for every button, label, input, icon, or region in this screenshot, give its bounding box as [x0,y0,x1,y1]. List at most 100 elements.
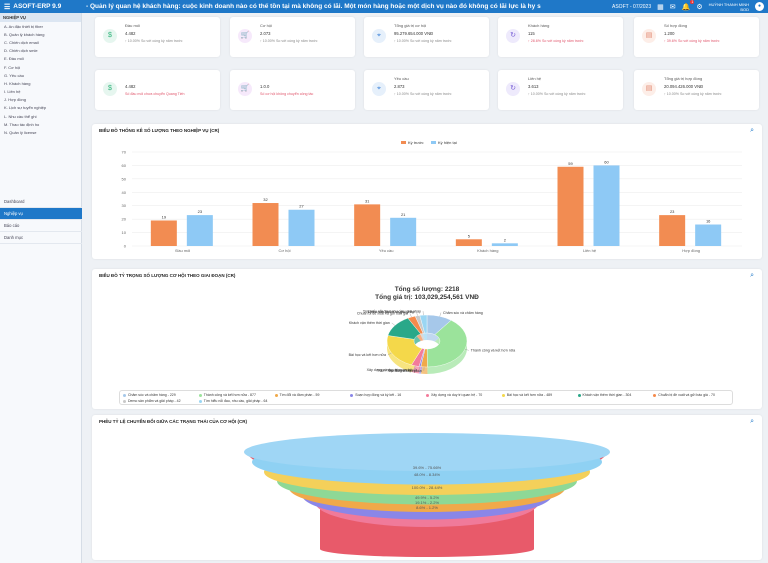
stat-card[interactable]: 🛒 1.0.0 Số cơ hội không chuyển công tác [230,70,355,110]
brand[interactable]: ☰ ASOFT-ERP 9.9 [0,3,86,11]
sidebar-nav-item[interactable]: Báo cáo [0,220,82,232]
card-title: Tổng giá trị hợp đồng [664,76,703,81]
legend-label: Xây dựng và duy trì quan hệ [431,393,476,397]
legend-separator: - [622,393,626,397]
funnel-label: 100.0% - 28.44% [412,485,443,490]
legend-value: 304 [625,393,632,397]
sidebar-nav-item[interactable]: Nghiệp vụ [0,208,82,220]
stat-card[interactable]: $ Đầu mối 4.482 ↑ 10.00% So với cùng kỳ năm… [95,17,220,57]
pie-chart-panel: BIỂU ĐỒ TỶ TRỌNG SỐ LƯỢNG CƠ HỘI THEO GI… [92,269,762,409]
sidebar-item[interactable]: D. Chiến dịch smle [4,48,38,54]
legend-label: Bài học và kết hơn nữa [506,393,544,397]
stat-card[interactable]: ⌖ Yêu cầu 2.873 ↑ 10.00% So với cùng kỳ năm… [364,70,489,110]
sidebar-nav-item[interactable]: Danh mục [0,232,82,244]
clipboard-icon: ▤ [642,82,656,96]
legend-separator: - [707,393,712,397]
sidebar-item[interactable]: G. Yêu cầu [4,72,24,78]
funnel-top [244,433,610,471]
zoom-icon[interactable]: ⌕ [750,272,754,279]
stat-card[interactable]: ▤ Số hợp đồng 1.200 ↑ 39.6% So với cùng kỳ … [634,17,759,57]
legend-value: 70 [711,393,715,397]
zoom-icon[interactable]: ⌕ [750,127,754,134]
legend-value: 42 [176,399,181,403]
sidebar-item[interactable]: J. Hợp đồng [4,97,26,103]
bar [150,220,177,246]
zoom-icon[interactable]: ⌕ [750,418,754,425]
y-tick-label: 40 [122,190,127,195]
card-title: Tổng giá trị cơ hội [394,23,427,28]
legend-separator: - [260,399,264,403]
notification-badge: 1 [690,0,695,4]
map-pin-icon: ⌖ [372,29,386,43]
sidebar-item[interactable]: L. Nhu cầu thể ghi [4,113,37,119]
sidebar-item[interactable]: E. Đầu mối [4,56,24,62]
legend-dot [274,393,278,397]
card-value: 1.0.0 [260,84,270,89]
pie-legend-item[interactable]: Khách vận thêm thời gian - 304 [577,392,654,398]
module-label[interactable]: ASOFT - 07/2023 [612,3,652,10]
sidebar-item[interactable]: H. Khách hàng [4,80,31,86]
pie-legend: Chăm sóc và chăm hàng - 229 Thành công và… [119,390,733,405]
sidebar-item[interactable]: C. Chiến dịch email [4,39,39,45]
top-bar: ☰ ASOFT-ERP 9.9 - Quản lý quan hệ khách … [0,0,768,13]
bar-value-label: 23 [198,209,203,214]
card-value: 2.073 [260,31,271,36]
chat-icon[interactable]: ✉ [669,3,676,11]
stat-card[interactable]: $4.482 Số đầu mối chưa chuyển Quang Tiến [95,70,220,110]
legend-label: Demo sản phẩm và giải pháp [128,399,174,403]
bar-chart-panel: BIỂU ĐỒ THỐNG KÊ SỐ LƯỢNG THEO NGHIỆP VỤ… [92,124,762,259]
pie-legend-item[interactable]: Xây dựng và duy trì quan hệ - 70 [426,392,502,398]
refresh-icon: ↻ [506,29,520,43]
pie-legend-item[interactable]: Tìm đổi và đàm phán - 59 [274,392,351,398]
stat-card[interactable]: ▤ Tổng giá trị hợp đồng 20.094.426.000 VNĐ… [634,70,759,110]
sidebar: NGHIỆP VỤ A. An đặc thiết bị fiber B. Quả… [0,13,82,563]
card-title: Yêu cầu [394,76,409,81]
sidebar-item[interactable]: A. An đặc thiết bị fiber [4,23,43,29]
cart-icon: 🛒 [238,29,252,43]
sidebar-item[interactable]: N. Quản lý license [4,130,37,136]
pie-legend-item[interactable]: Bài học và kết hơn nữa - 489 [501,392,578,398]
pie-legend-item[interactable]: Demo sản phẩm và giải pháp - 42 [123,398,199,404]
card-subtitle: ↑ 10.00% So với cùng kỳ năm trước [528,92,586,96]
funnel-chart-title: PHỄU TỶ LỆ CHUYỂN ĐỔI GIỮA CÁC TRẠNG THÁ… [99,419,247,424]
pie-legend-item[interactable]: Thành công và kết hơn nữa - 877 [198,392,275,398]
hamburger-icon[interactable]: ☰ [4,3,11,11]
stat-card[interactable]: 🛒 Cơ hội 2.073 ↑ 10.00% So với cùng kỳ năm … [230,17,355,57]
pie-legend-item[interactable]: Chăm sóc và chăm hàng - 229 [123,392,199,398]
avatar[interactable]: ● [755,2,764,11]
card-subtitle: ↑ 10.00% So với cùng kỳ năm trước [394,39,452,43]
gear-icon[interactable]: ⚙ [696,3,703,11]
bar-value-label: 19 [162,214,167,219]
sidebar-item[interactable]: I. Liên hệ [4,89,21,95]
legend-dot [123,399,126,403]
sidebar-item[interactable]: K. Lịch sự tuyển nghiệp [4,105,47,111]
bell-icon[interactable]: 🔔 1 [681,0,695,11]
pie-slice-label: Bài học và kết hơn nữa [349,353,386,357]
card-title: Cơ hội [260,23,272,28]
x-tick-label: Hợp đồng [682,248,700,253]
sidebar-nav-item[interactable]: Dashboard [0,196,82,208]
pie-slice-label: Xây dựng và duy trì quan hệ [367,368,412,372]
pie-legend-item[interactable]: Soạn hợp đồng và ký kết - 16 [350,392,426,398]
sidebar-item[interactable]: F. Cơ hội [4,64,21,70]
stat-card[interactable]: ⌖ Tổng giá trị cơ hội 95.279.654.000 VNĐ ↑ … [364,17,489,57]
pie-legend-item[interactable]: Tìm hiểu nỗi đau, nhu cầu, giải pháp - 6… [198,398,275,404]
legend-value: 16 [397,393,402,397]
bar [186,215,213,246]
sidebar-item[interactable]: M. Thao tác định ho [4,121,40,127]
stat-card[interactable]: ↻ Liên hệ 3.613 ↑ 10.00% So với cùng kỳ năm… [498,70,623,110]
bar [288,209,315,246]
grid-icon[interactable]: ▦ [657,3,664,11]
stat-card[interactable]: ↻ Khách hàng 115 ↑ 28.6% So với cùng kỳ năm… [498,17,623,57]
pie-leader-line [387,352,392,356]
clipboard-icon: ▤ [642,29,656,43]
x-tick-label: Khách hàng [477,248,498,253]
pie-slice-label: Khách vận thêm thời gian [349,321,390,325]
card-subtitle: ↑ 28.6% So với cùng kỳ năm trước [528,39,584,43]
user-info[interactable]: HUỲNH THANH MINH BOD [709,2,749,12]
sidebar-item[interactable]: B. Quản lý khách hàng [4,31,45,37]
pie-legend-item[interactable]: Chuẩn bị đề xuất và gửi báo giá - 70 [653,392,729,398]
announcement-marquee: - Quản lý quan hệ khách hàng: cuộc kinh … [86,3,541,10]
legend-dot [653,393,657,397]
